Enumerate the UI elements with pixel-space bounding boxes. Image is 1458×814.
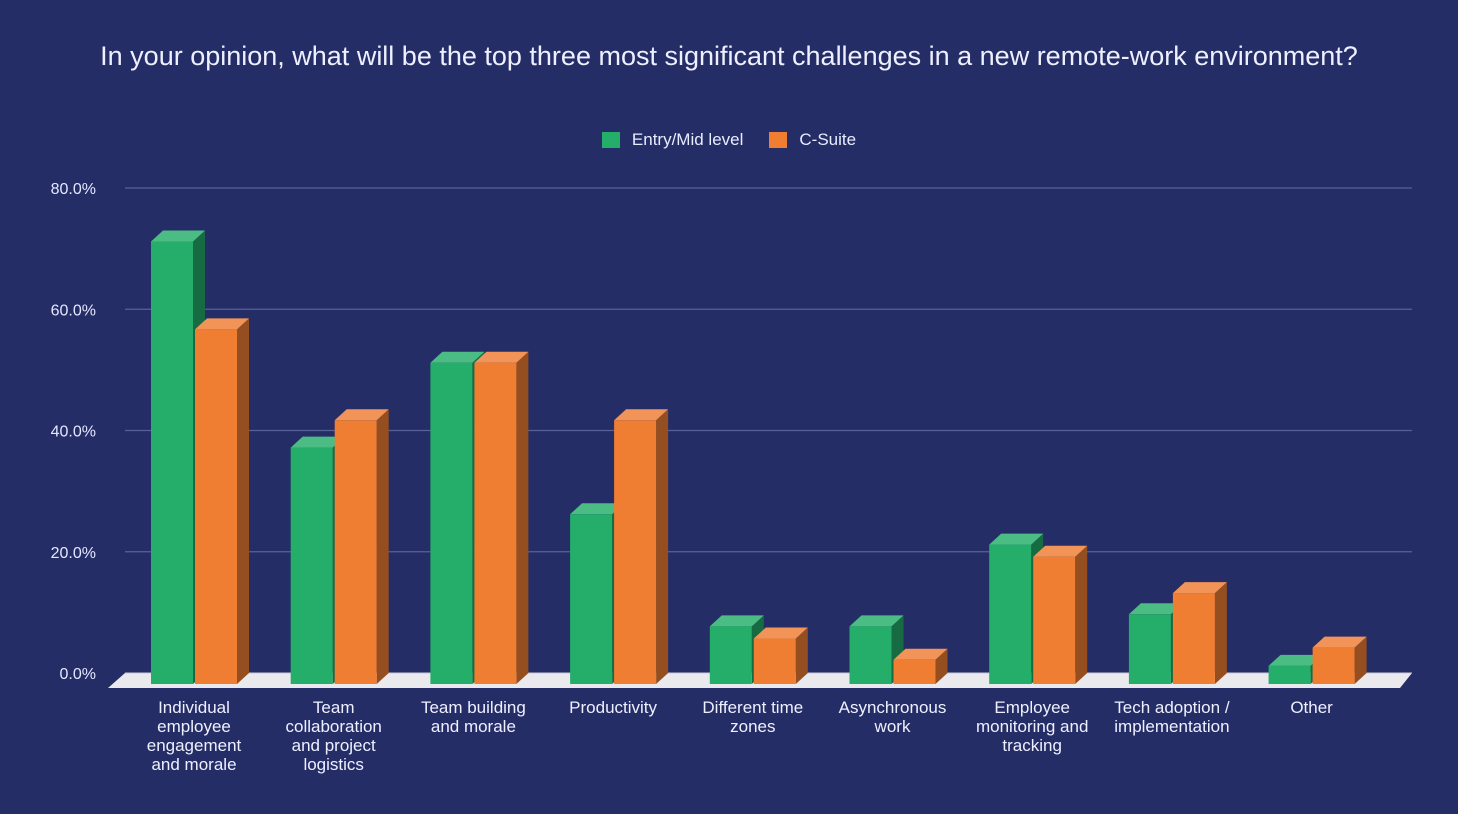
- bar-side-face: [1075, 545, 1088, 684]
- x-tick-label: Individual employee engagement and morale: [147, 698, 242, 774]
- bar-c-suite[interactable]: [1312, 636, 1367, 684]
- bar-front-face: [474, 362, 517, 684]
- y-tick-label: 0.0%: [60, 666, 96, 683]
- x-tick-label: Team building and morale: [421, 698, 526, 736]
- bar-top-face: [151, 230, 205, 242]
- bar-top-face: [709, 615, 764, 627]
- bar-front-face: [1033, 556, 1076, 684]
- bar-top-face: [570, 503, 625, 515]
- legend-swatch-c-suite: [769, 132, 788, 148]
- bar-front-face: [1268, 665, 1311, 684]
- bar-c-suite[interactable]: [195, 318, 249, 684]
- legend-item-entry-mid[interactable]: Entry/Mid level: [601, 130, 744, 150]
- legend-label-entry-mid: Entry/Mid level: [631, 130, 744, 149]
- x-tick-label: Tech adoption / implementation: [1114, 698, 1230, 736]
- bar-side-face: [376, 409, 389, 684]
- bar-side-face: [935, 648, 948, 684]
- bar-top-face: [195, 318, 249, 330]
- x-tick-label: Other: [1290, 698, 1333, 717]
- x-tick-label: Different time zones: [702, 698, 803, 736]
- bar-front-face: [1172, 593, 1215, 684]
- legend-label-c-suite: C-Suite: [799, 130, 857, 149]
- bar-c-suite[interactable]: [1172, 582, 1227, 684]
- bar-front-face: [570, 514, 613, 684]
- bar-c-suite[interactable]: [893, 648, 948, 684]
- legend-swatch-entry-mid: [601, 132, 620, 148]
- bar-top-face: [1312, 636, 1367, 648]
- bar-top-face: [989, 533, 1044, 545]
- y-tick-label: 80.0%: [51, 181, 96, 198]
- bar-front-face: [849, 626, 892, 684]
- bar-front-face: [334, 420, 377, 684]
- bar-top-face: [1033, 545, 1088, 557]
- bar-front-face: [195, 329, 237, 684]
- chart-title: In your opinion, what will be the top th…: [100, 41, 1358, 71]
- bar-top-face: [614, 409, 669, 421]
- x-tick-label: Employee monitoring and tracking: [976, 698, 1088, 755]
- bar-top-face: [1172, 582, 1227, 594]
- bar-front-face: [430, 362, 473, 684]
- bar-c-suite[interactable]: [1033, 545, 1088, 684]
- bar-top-face: [1268, 654, 1323, 666]
- bar-side-face: [237, 318, 249, 684]
- bar-front-face: [614, 420, 657, 684]
- bar-top-face: [474, 351, 529, 363]
- bar-c-suite[interactable]: [474, 351, 529, 684]
- bar-top-face: [893, 648, 948, 660]
- bar-c-suite[interactable]: [334, 409, 389, 684]
- x-tick-label: Team collaboration and project logistics: [285, 698, 381, 774]
- bar-front-face: [290, 447, 333, 684]
- bar-c-suite[interactable]: [614, 409, 669, 684]
- y-tick-label: 60.0%: [51, 302, 96, 319]
- bar-top-face: [290, 436, 345, 448]
- bar-front-face: [989, 544, 1032, 684]
- bar-top-face: [753, 627, 808, 639]
- legend: Entry/Mid level C-Suite: [0, 130, 1458, 150]
- bar-side-face: [795, 627, 808, 684]
- bar-front-face: [1128, 614, 1171, 684]
- bar-top-face: [430, 351, 485, 363]
- y-tick-label: 20.0%: [51, 545, 96, 562]
- bar-side-face: [1214, 582, 1227, 684]
- bar-front-face: [753, 638, 796, 684]
- bar-side-face: [516, 351, 529, 684]
- bar-front-face: [151, 241, 193, 684]
- bar-top-face: [1128, 603, 1183, 615]
- bar-top-face: [849, 615, 904, 627]
- bar-front-face: [709, 626, 752, 684]
- x-tick-label: Asynchronous work: [839, 698, 947, 736]
- bar-front-face: [1312, 647, 1355, 684]
- bar-front-face: [893, 659, 936, 684]
- bar-side-face: [656, 409, 669, 684]
- bar-side-face: [1354, 636, 1367, 684]
- bar-c-suite[interactable]: [753, 627, 808, 684]
- bar-top-face: [334, 409, 389, 421]
- legend-item-c-suite[interactable]: C-Suite: [769, 130, 856, 150]
- x-tick-label: Productivity: [569, 698, 657, 717]
- y-tick-label: 40.0%: [51, 424, 96, 441]
